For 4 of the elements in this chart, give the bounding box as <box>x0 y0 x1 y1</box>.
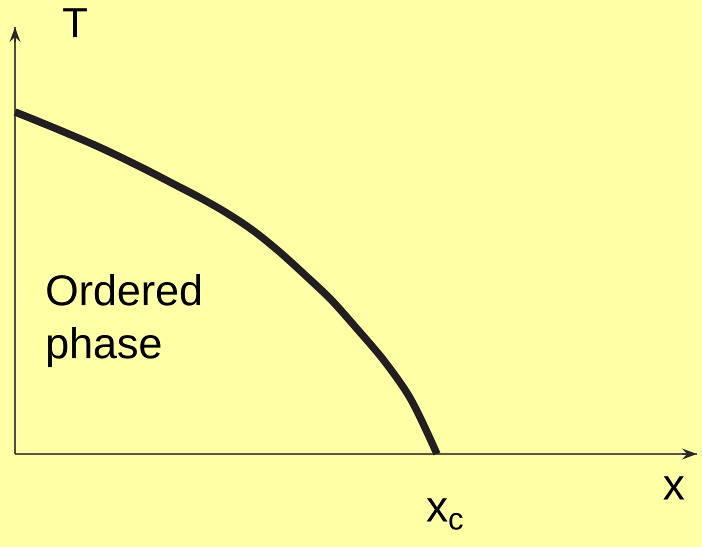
annotation: Ordered phase <box>47 274 200 368</box>
text: x$_{c}$ <box>426 498 463 530</box>
x-axis-title: x <box>663 476 684 500</box>
y-axis-title: T <box>63 8 87 38</box>
